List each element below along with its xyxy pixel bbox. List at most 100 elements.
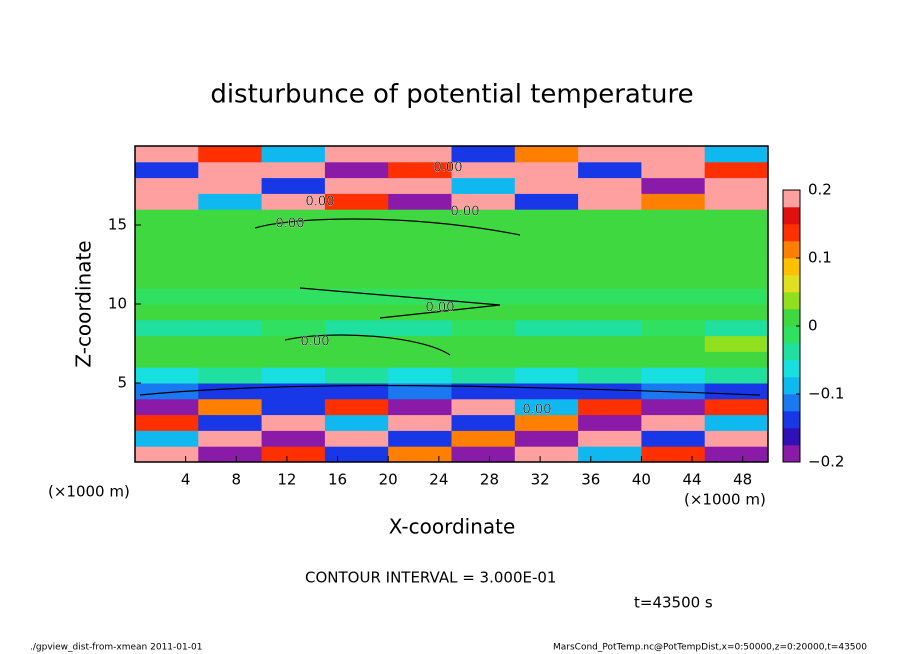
heat-cell	[578, 272, 642, 289]
heat-cell	[135, 446, 199, 463]
heat-cell	[578, 225, 642, 242]
heat-cell	[261, 351, 326, 368]
heat-cell	[451, 367, 516, 384]
x-tick-label: 24	[429, 471, 448, 489]
colorbar-swatch	[783, 258, 800, 276]
heat-cell	[578, 256, 642, 273]
heat-cell	[135, 193, 199, 210]
contour-label: 0.00	[301, 335, 330, 350]
heat-cell	[261, 367, 326, 384]
heat-cell	[514, 146, 579, 163]
heat-cell	[388, 209, 452, 226]
heat-cell	[578, 319, 642, 337]
heat-cell	[388, 414, 452, 431]
y-tick-label: 15	[108, 216, 127, 234]
heat-cell	[578, 146, 642, 163]
heat-cell	[388, 193, 452, 210]
contour-label: 0.00	[426, 301, 455, 316]
heat-cell	[261, 161, 326, 179]
heat-cell	[135, 146, 199, 163]
chart-title: disturbunce of potential temperature	[210, 80, 693, 110]
heat-cell	[198, 288, 263, 305]
heat-cell	[704, 446, 769, 463]
heat-cell	[261, 319, 326, 337]
heat-cell	[261, 225, 326, 242]
contour-label: 0.00	[306, 195, 335, 210]
heat-cell	[514, 335, 579, 352]
heat-cell	[578, 193, 642, 210]
heat-cell	[641, 351, 706, 368]
contour-line	[139, 384, 761, 396]
heat-cell	[261, 304, 326, 321]
heat-cell	[324, 430, 389, 447]
x-tick-label: 28	[480, 471, 499, 489]
heat-cell	[135, 272, 199, 289]
heat-cell	[135, 367, 199, 384]
heat-cell	[451, 319, 516, 337]
heat-cell	[451, 414, 516, 431]
heat-cell	[641, 335, 706, 352]
heat-cell	[578, 367, 642, 384]
heat-cell	[578, 240, 642, 258]
heat-cell	[514, 446, 579, 463]
heat-cell	[578, 430, 642, 447]
colorbar-swatch	[783, 190, 800, 208]
heat-cell	[388, 225, 452, 242]
heat-cell	[641, 414, 706, 431]
heat-cell	[198, 383, 263, 400]
heat-cell	[451, 177, 516, 194]
heat-cell	[514, 304, 579, 321]
heat-cell	[704, 430, 769, 447]
colorbar-tick-label: −0.2	[808, 453, 844, 471]
heat-cell	[451, 398, 516, 416]
heat-cell	[261, 430, 326, 447]
colorbar-swatch	[783, 394, 800, 412]
heat-cell	[135, 225, 199, 242]
heat-cell	[388, 304, 452, 321]
heat-cell	[388, 430, 452, 447]
heat-cell	[514, 383, 579, 400]
heat-cell	[578, 414, 642, 431]
heat-cell	[451, 446, 516, 463]
heat-cell	[451, 209, 516, 226]
heat-cell	[324, 398, 389, 416]
heat-cell	[451, 335, 516, 352]
colorbar-swatch	[783, 377, 800, 395]
heat-cell	[261, 272, 326, 289]
heat-cell	[388, 383, 452, 400]
heat-cell	[388, 351, 452, 368]
heat-cell	[704, 414, 769, 431]
x-tick-label: 32	[531, 471, 550, 489]
heat-cell	[324, 272, 389, 289]
heat-cell	[451, 288, 516, 305]
heat-cell	[198, 177, 263, 194]
heat-cell	[451, 161, 516, 179]
heat-cell	[324, 304, 389, 321]
heat-cell	[261, 288, 326, 305]
heat-cell	[641, 430, 706, 447]
heat-cell	[198, 146, 263, 163]
colorbar-tick-label: 0.2	[808, 181, 832, 199]
heat-cell	[324, 240, 389, 258]
heat-cell	[578, 304, 642, 321]
x-tick-label: 4	[181, 471, 191, 489]
x-unit: (×1000 m)	[48, 483, 130, 501]
heat-cell	[261, 398, 326, 416]
heat-cell	[135, 240, 199, 258]
heat-cell	[641, 240, 706, 258]
heat-cell	[578, 161, 642, 179]
contour-line	[284, 334, 451, 356]
heat-cell	[704, 319, 769, 337]
heat-cell	[198, 225, 263, 242]
heat-cell	[388, 240, 452, 258]
time-label: t=43500 s	[634, 594, 713, 612]
heat-cell	[324, 209, 389, 226]
heat-cell	[324, 351, 389, 368]
heat-cell	[135, 177, 199, 194]
heat-cell	[451, 240, 516, 258]
heat-cell	[641, 383, 706, 400]
heat-cell	[514, 351, 579, 368]
heat-cell	[514, 256, 579, 273]
heat-cell	[198, 398, 263, 416]
